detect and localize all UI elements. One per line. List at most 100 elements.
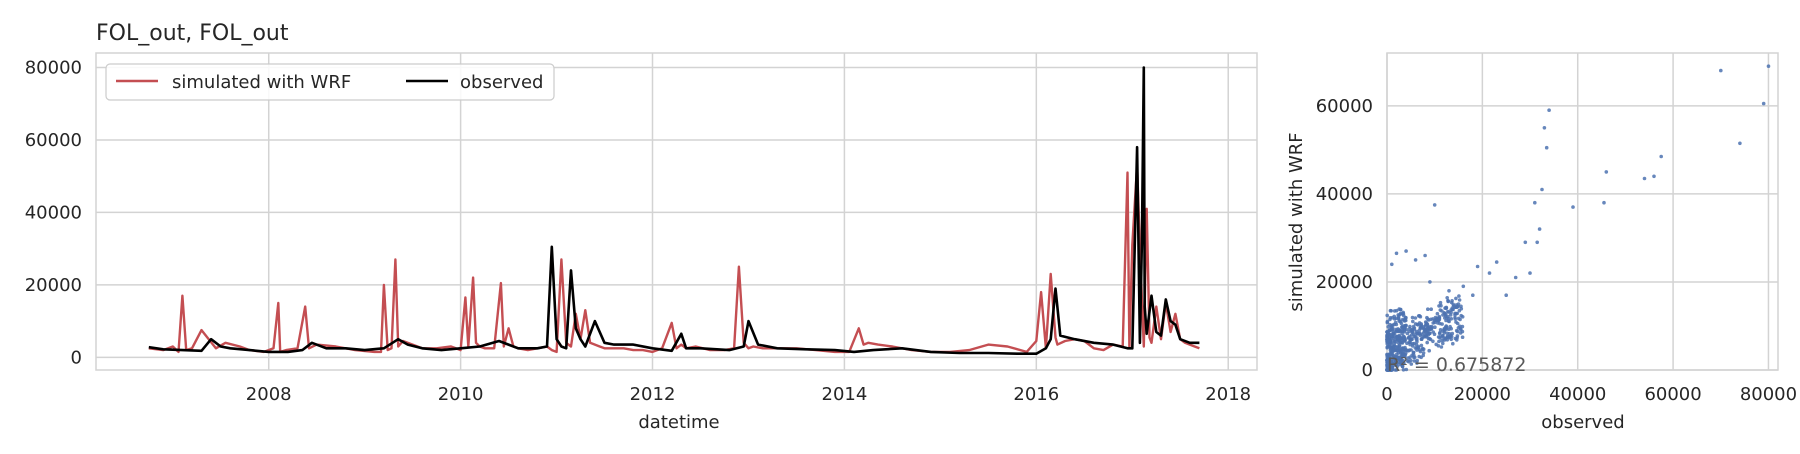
scatter-point bbox=[1455, 338, 1459, 342]
scatter-point bbox=[1397, 319, 1401, 323]
scatter-point bbox=[1456, 316, 1461, 321]
scatter-point bbox=[1396, 314, 1401, 318]
scatter-point bbox=[1393, 368, 1398, 372]
scatter-point bbox=[1451, 304, 1456, 308]
y-tick-label: 40000 bbox=[25, 202, 82, 223]
scatter-point bbox=[1652, 174, 1656, 179]
scatter-point bbox=[1386, 355, 1391, 359]
legend-box bbox=[105, 63, 555, 101]
scatter-point bbox=[1423, 334, 1427, 339]
plot-frame bbox=[95, 52, 1258, 371]
scatter-point bbox=[1392, 314, 1396, 319]
scatter-point bbox=[1475, 264, 1480, 269]
scatter-point bbox=[1421, 351, 1426, 355]
scatter-point bbox=[1432, 203, 1437, 207]
chart-title: FOL_out, FOL_out bbox=[96, 21, 289, 46]
scatter-point bbox=[1419, 322, 1423, 326]
scatter-point bbox=[1387, 342, 1392, 347]
scatter-point bbox=[1458, 331, 1463, 335]
scatter-point bbox=[1406, 349, 1411, 353]
scatter-point bbox=[1487, 271, 1492, 275]
scatter-point bbox=[1398, 329, 1403, 334]
scatter-point bbox=[1719, 68, 1723, 73]
scatter-point bbox=[1390, 365, 1395, 370]
scatter-point bbox=[1398, 336, 1403, 341]
scatter-point bbox=[1440, 322, 1444, 326]
scatter-point bbox=[1414, 329, 1419, 334]
scatter-point bbox=[1385, 313, 1389, 318]
scatter-point bbox=[1460, 335, 1465, 340]
scatter-point bbox=[1427, 348, 1431, 353]
x-tick-label: 2014 bbox=[822, 384, 868, 405]
scatter-y-tick-label: 40000 bbox=[1316, 184, 1373, 205]
scatter-point bbox=[1389, 360, 1394, 364]
scatter-point bbox=[1571, 205, 1575, 209]
scatter-point bbox=[1411, 319, 1415, 324]
scatter-point bbox=[1419, 343, 1424, 348]
scatter-point bbox=[1431, 321, 1435, 325]
scatter-x-tick-label: 0 bbox=[1381, 384, 1392, 405]
scatter-point bbox=[1394, 308, 1399, 313]
scatter-point bbox=[1429, 324, 1434, 329]
scatter-point bbox=[1403, 318, 1407, 322]
scatter-point bbox=[1404, 249, 1408, 253]
scatter-point bbox=[1442, 311, 1446, 315]
scatter-point bbox=[1454, 296, 1458, 301]
series-line-simulated-with-wrf bbox=[148, 164, 1200, 354]
time-series-plot: 2008 2010 2012 2014 2016 2018 0 20000 40000 60000… bbox=[25, 52, 1258, 405]
y-tick-label: 80000 bbox=[25, 57, 82, 78]
scatter-point bbox=[1388, 317, 1392, 322]
scatter-point bbox=[1444, 306, 1449, 310]
scatter-point bbox=[1761, 101, 1766, 106]
scatter-point bbox=[1446, 335, 1450, 339]
scatter-point bbox=[1602, 200, 1606, 205]
scatter-point bbox=[1455, 334, 1460, 338]
scatter-point bbox=[1417, 354, 1421, 359]
scatter-point bbox=[1388, 322, 1392, 327]
scatter-point bbox=[1417, 314, 1422, 318]
scatter-point bbox=[1540, 187, 1544, 192]
scatter-point bbox=[1738, 141, 1742, 146]
scatter-point bbox=[1392, 322, 1396, 327]
scatter-point bbox=[1457, 298, 1462, 302]
scatter-point bbox=[1453, 313, 1457, 317]
scatter-point bbox=[1404, 323, 1408, 328]
scatter-point bbox=[1451, 341, 1455, 346]
scatter-point bbox=[1415, 348, 1419, 352]
scatter-point bbox=[1435, 311, 1440, 316]
x-tick-label: 2010 bbox=[438, 384, 484, 405]
scatter-point bbox=[1537, 227, 1542, 231]
scatter-point bbox=[1535, 240, 1539, 245]
scatter-point bbox=[1422, 331, 1426, 335]
scatter-point bbox=[1425, 332, 1430, 336]
scatter-point bbox=[1642, 176, 1647, 181]
scatter-point bbox=[1458, 326, 1463, 331]
scatter-point bbox=[1397, 357, 1402, 362]
scatter-point bbox=[1444, 324, 1448, 328]
scatter-point bbox=[1426, 307, 1430, 312]
scatter-x-axis-label: observed bbox=[1541, 412, 1624, 433]
scatter-point bbox=[1438, 335, 1443, 339]
scatter-point bbox=[1407, 359, 1411, 364]
scatter-x-tick-label: 20000 bbox=[1454, 384, 1511, 405]
scatter-point bbox=[1659, 154, 1663, 159]
scatter-point bbox=[1400, 354, 1404, 359]
scatter-point bbox=[1390, 328, 1395, 332]
scatter-point bbox=[1394, 251, 1399, 256]
scatter-point bbox=[1542, 126, 1547, 130]
x-tick-label: 2012 bbox=[630, 384, 676, 405]
scatter-point bbox=[1449, 334, 1454, 339]
scatter-point bbox=[1412, 359, 1417, 363]
scatter-point bbox=[1417, 348, 1422, 352]
scatter-point bbox=[1410, 315, 1415, 320]
scatter-plot: 0 20000 40000 60000 80000 0 20000 40000 60000 bbox=[1316, 52, 1797, 405]
scatter-point bbox=[1431, 339, 1435, 344]
scatter-point bbox=[1398, 307, 1403, 312]
scatter-point bbox=[1411, 351, 1416, 355]
scatter-point bbox=[1392, 345, 1396, 349]
scatter-point bbox=[1401, 368, 1406, 372]
scatter-point bbox=[1413, 316, 1418, 320]
scatter-point bbox=[1423, 253, 1427, 258]
scatter-point bbox=[1433, 325, 1437, 330]
scatter-point bbox=[1408, 342, 1412, 347]
